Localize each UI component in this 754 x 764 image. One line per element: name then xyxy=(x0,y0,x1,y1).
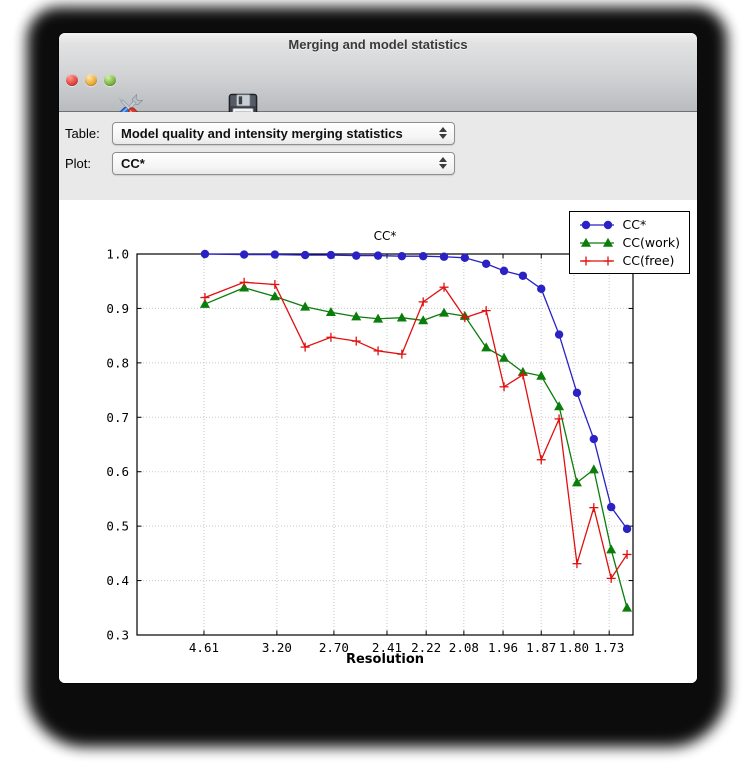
stepper-icon xyxy=(436,127,450,139)
svg-text:2.08: 2.08 xyxy=(449,640,479,655)
legend-marker-triangle xyxy=(577,236,617,250)
table-label: Table: xyxy=(65,125,100,141)
stepper-icon xyxy=(436,157,450,169)
svg-text:1.96: 1.96 xyxy=(488,640,518,655)
close-button[interactable] xyxy=(66,74,78,86)
svg-text:0.3: 0.3 xyxy=(106,628,129,643)
svg-text:0.7: 0.7 xyxy=(106,410,129,425)
chart-legend: CC* CC(work) CC(free) xyxy=(568,211,690,274)
svg-text:0.6: 0.6 xyxy=(106,464,129,479)
plot-row: Plot: CC* xyxy=(65,151,455,175)
legend-entry-ccstar: CC* xyxy=(577,217,680,232)
plot-dropdown-value: CC* xyxy=(121,155,145,171)
minimize-button[interactable] xyxy=(85,74,97,86)
titlebar[interactable]: Merging and model statistics xyxy=(59,33,697,55)
zoom-button[interactable] xyxy=(104,74,116,86)
svg-text:1.87: 1.87 xyxy=(526,640,556,655)
legend-marker-plus xyxy=(577,254,617,268)
table-dropdown[interactable]: Model quality and intensity merging stat… xyxy=(112,121,455,145)
table-row: Table: Model quality and intensity mergi… xyxy=(65,121,455,145)
svg-text:3.20: 3.20 xyxy=(262,640,292,655)
window-title: Merging and model statistics xyxy=(288,37,468,52)
chart-title: CC* xyxy=(373,229,397,243)
controls-panel: Table: Model quality and intensity mergi… xyxy=(59,112,697,270)
svg-text:0.8: 0.8 xyxy=(106,355,129,370)
svg-text:0.9: 0.9 xyxy=(106,301,129,316)
window-chrome: Merging and model statistics xyxy=(59,33,697,141)
svg-text:0.4: 0.4 xyxy=(106,573,129,588)
legend-label: CC* xyxy=(622,217,647,232)
svg-text:1.73: 1.73 xyxy=(594,640,624,655)
plot-label: Plot: xyxy=(65,155,92,171)
svg-text:2.22: 2.22 xyxy=(411,640,441,655)
svg-text:4.61: 4.61 xyxy=(189,640,219,655)
app-window: Merging and model statistics xyxy=(59,33,697,683)
legend-entry-ccfree: CC(free) xyxy=(577,253,680,268)
svg-text:1.80: 1.80 xyxy=(559,640,589,655)
svg-text:1.0: 1.0 xyxy=(106,247,129,262)
svg-text:2.41: 2.41 xyxy=(372,640,402,655)
legend-label: CC(work) xyxy=(622,235,680,250)
plot-dropdown[interactable]: CC* xyxy=(112,151,455,175)
legend-marker-circle xyxy=(577,218,617,232)
chart: 4.61 3.20 2.70 2.41 2.22 2.08 1.96 1.87 1.80 1.73… xyxy=(106,247,634,655)
x-axis-label: Resolution xyxy=(345,652,425,667)
plot-canvas: 4.61 3.20 2.70 2.41 2.22 2.08 1.96 1.87 1.80 1.73… xyxy=(59,200,697,683)
legend-label: CC(free) xyxy=(622,253,675,268)
table-dropdown-value: Model quality and intensity merging stat… xyxy=(121,125,403,141)
legend-entry-ccwork: CC(work) xyxy=(577,235,680,250)
svg-text:0.5: 0.5 xyxy=(106,519,129,534)
svg-text:2.70: 2.70 xyxy=(319,640,349,655)
